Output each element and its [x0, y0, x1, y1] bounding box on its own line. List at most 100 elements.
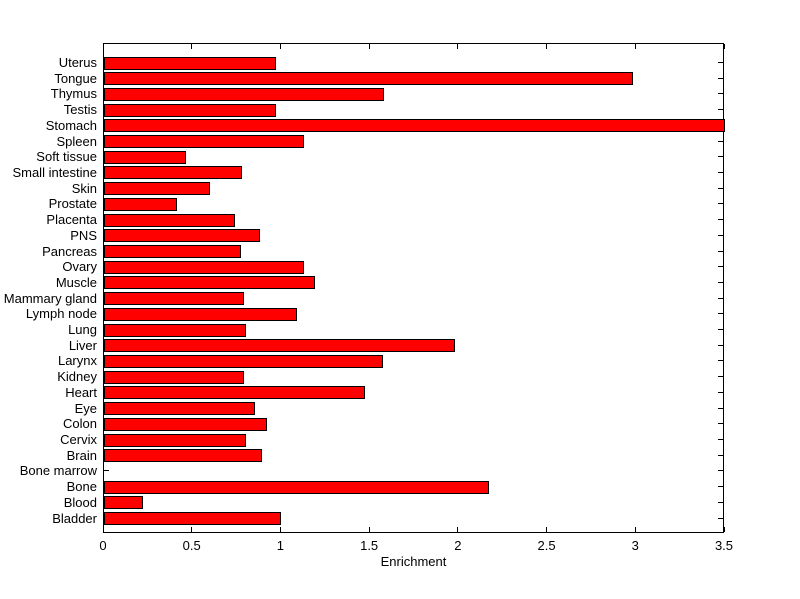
category-label: Stomach: [45, 117, 97, 133]
category-label: Cervix: [60, 432, 97, 448]
x-tick: [457, 527, 459, 532]
y-tick-right: [718, 423, 723, 425]
bar-prostate: [104, 198, 177, 211]
bar-pancreas: [104, 245, 241, 258]
y-tick-right: [718, 281, 723, 283]
x-tick: [191, 527, 193, 532]
bar-thymus: [104, 88, 384, 101]
category-label: Pancreas: [42, 243, 97, 259]
y-tick-right: [718, 517, 723, 519]
bar-cervix: [104, 434, 246, 447]
x-tick: [634, 527, 636, 532]
y-tick-right: [718, 109, 723, 111]
y-tick-right: [718, 62, 723, 63]
category-label: Testis: [63, 102, 97, 118]
y-tick-right: [718, 93, 723, 95]
category-label: Brain: [66, 447, 97, 463]
category-label: Prostate: [48, 196, 97, 212]
category-label: Colon: [63, 416, 97, 432]
x-tick-label: 1: [276, 538, 285, 553]
category-label: Lung: [68, 322, 97, 338]
y-tick-right: [718, 391, 723, 393]
bar-colon: [104, 418, 267, 431]
category-label: Spleen: [56, 133, 97, 149]
bar-tongue: [104, 72, 633, 85]
y-tick-right: [718, 486, 723, 488]
bar-skin: [104, 182, 210, 195]
y-tick-right: [718, 376, 723, 378]
category-label: Skin: [71, 180, 97, 196]
bar-small-intestine: [104, 166, 242, 179]
x-tick-top: [191, 44, 193, 49]
bar-pns: [104, 229, 260, 242]
bar-kidney: [104, 371, 244, 384]
x-tick-top: [368, 44, 370, 49]
x-tick: [368, 527, 370, 532]
y-tick-right: [718, 187, 723, 189]
x-tick-top: [102, 44, 104, 49]
y-tick-right: [718, 470, 723, 472]
x-tick-label: 0.5: [182, 538, 201, 553]
bar-bone: [104, 481, 489, 494]
category-label: Blood: [63, 494, 97, 510]
category-label: PNS: [70, 227, 97, 243]
y-tick-right: [718, 250, 723, 252]
x-tick-top: [546, 44, 548, 49]
category-label: Tongue: [54, 70, 97, 86]
bar-lung: [104, 324, 246, 337]
y-tick-left: [104, 470, 109, 472]
bar-spleen: [104, 135, 304, 148]
bar-placenta: [104, 214, 235, 227]
y-tick-right: [718, 407, 723, 409]
bar-ovary: [104, 261, 304, 274]
x-tick-label: 2.5: [537, 538, 556, 553]
bar-larynx: [104, 355, 383, 368]
category-label: Kidney: [57, 369, 97, 385]
category-label: Soft tissue: [36, 149, 97, 165]
y-tick-right: [718, 219, 723, 221]
y-tick-right: [718, 454, 723, 456]
y-tick-right: [718, 297, 723, 299]
bar-eye: [104, 402, 255, 415]
category-label: Ovary: [62, 259, 97, 275]
x-tick-top: [457, 44, 459, 49]
y-tick-right: [718, 156, 723, 158]
y-tick-right: [718, 344, 723, 346]
x-tick-label: 3: [631, 538, 639, 553]
category-label: Small intestine: [12, 164, 97, 180]
category-label: Placenta: [46, 212, 97, 228]
category-label: Eye: [74, 400, 97, 416]
category-label: Bone marrow: [19, 463, 97, 479]
bar-mammary-gland: [104, 292, 244, 305]
bar-bladder: [104, 512, 281, 525]
category-label: Thymus: [50, 86, 97, 102]
bar-lymph-node: [104, 308, 297, 321]
y-tick-right: [718, 313, 723, 315]
x-tick-top: [279, 44, 281, 49]
bar-soft-tissue: [104, 151, 186, 164]
y-tick-right: [718, 140, 723, 142]
x-tick-label: 3.5: [714, 538, 734, 553]
y-tick-right: [718, 77, 723, 79]
y-tick-right: [718, 501, 723, 503]
y-tick-right: [718, 439, 723, 441]
y-tick-right: [718, 329, 723, 331]
category-label: Bone: [66, 479, 97, 495]
category-label: Liver: [68, 337, 97, 353]
category-label: Lymph node: [25, 306, 97, 322]
bar-brain: [104, 449, 262, 462]
x-tick-top: [723, 44, 725, 49]
x-tick: [279, 527, 281, 532]
x-tick-label: 2: [454, 538, 462, 553]
x-tick-top: [634, 44, 636, 49]
category-label: Muscle: [55, 274, 97, 290]
bar-blood: [104, 496, 143, 509]
y-tick-right: [718, 234, 723, 236]
bar-uterus: [104, 57, 276, 70]
x-tick: [546, 527, 548, 532]
bar-liver: [104, 339, 455, 352]
x-tick-label: 0: [99, 538, 107, 553]
category-label: Uterus: [58, 55, 97, 70]
y-tick-right: [718, 360, 723, 362]
